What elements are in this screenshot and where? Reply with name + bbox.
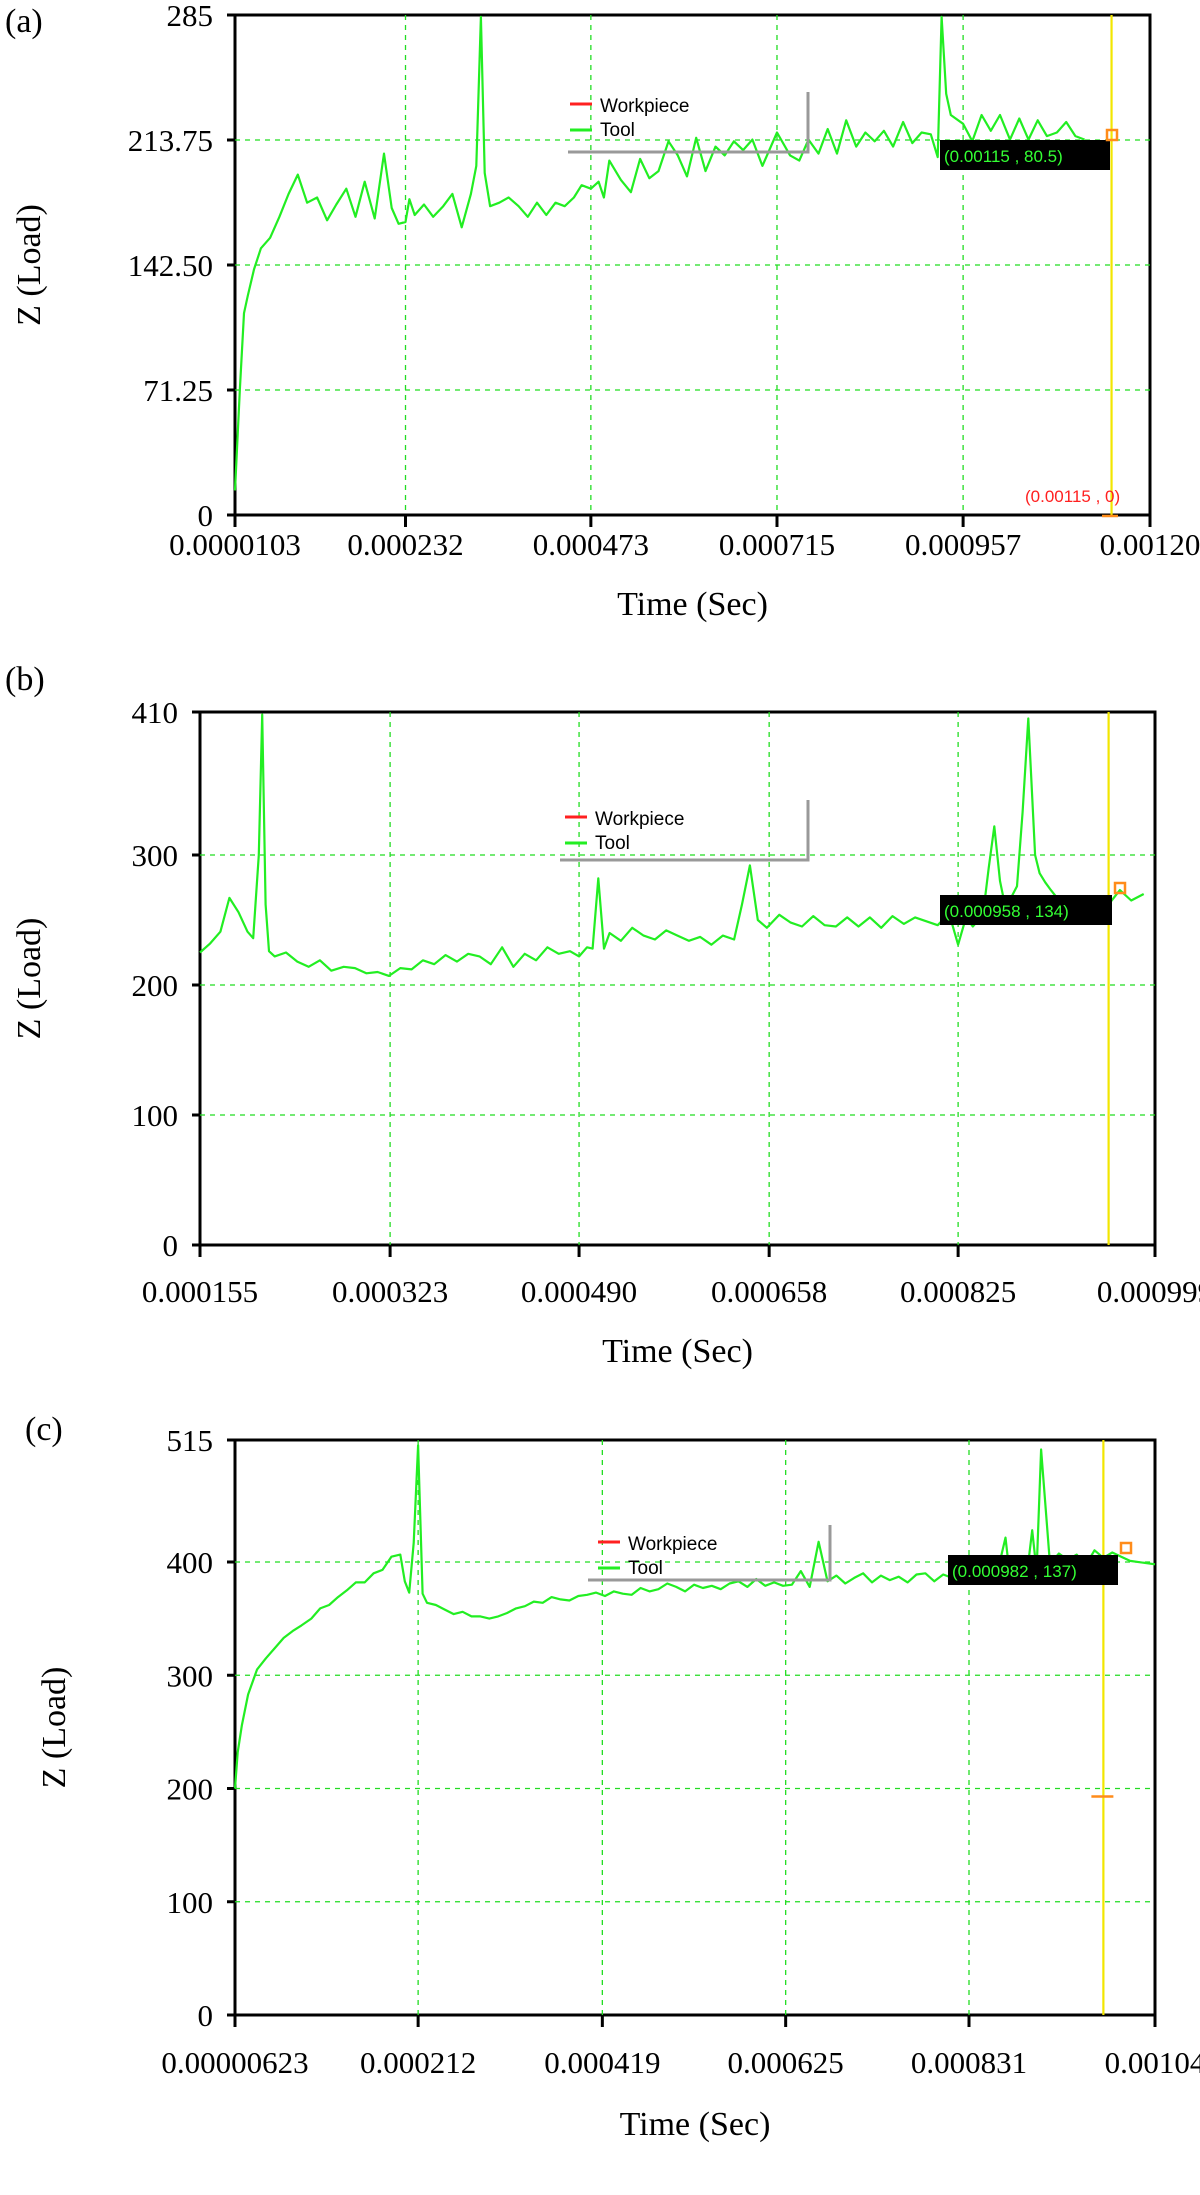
plot-frame-c	[233, 1438, 1157, 2017]
y-tick-label-b-4: 410	[132, 695, 179, 730]
legend-label-workpiece-c: Workpiece	[628, 1534, 717, 1555]
cursor-marker-b[interactable]	[1113, 881, 1127, 895]
x-tick-label-b-1: 0.000323	[332, 1274, 448, 1309]
y-tick-label-a-4: 285	[167, 0, 214, 33]
x-tick-label-c-1: 0.000212	[360, 2045, 476, 2080]
x-tick-label-b-2: 0.000490	[521, 1274, 637, 1309]
x-tick-label-c-2: 0.000419	[544, 2045, 660, 2080]
plot-frame-b	[198, 710, 1157, 1247]
readout-text-a: (0.00115 , 80.5)	[944, 147, 1063, 166]
chart-panel-b: (b) 0.000155 0.000323 0.000490 0.000658 0.000…	[5, 661, 1200, 1370]
x-tick-label-a-4: 0.000957	[905, 527, 1021, 562]
panel-label-c: (c)	[25, 1411, 63, 1448]
legend-label-workpiece-a: Workpiece	[600, 96, 689, 117]
legend-label-tool-b: Tool	[595, 833, 630, 854]
x-tick-label-a-3: 0.000715	[719, 527, 835, 562]
legend-frame-b	[560, 800, 810, 862]
chart-panel-a: (a) 0.0000103 0.000232 0.000473 0.000715 0.00…	[5, 0, 1200, 623]
x-tick-label-c-5: 0.00104	[1105, 2045, 1200, 2080]
y-tick-label-b-3: 300	[132, 838, 179, 873]
x-axis-label-b: Time (Sec)	[602, 1333, 753, 1370]
cursor-marker-a[interactable]	[1105, 128, 1119, 142]
series-line-c-tool	[233, 1444, 1156, 1789]
readout-box-a	[940, 140, 1110, 170]
legend-frame-a	[568, 92, 810, 154]
x-axis-label-c: Time (Sec)	[620, 2106, 771, 2143]
y-tick-label-c-1: 100	[167, 1885, 214, 1920]
x-tick-label-b-0: 0.000155	[142, 1274, 258, 1309]
y-tick-label-a-2: 142.50	[128, 248, 213, 283]
x-tick-label-c-3: 0.000625	[728, 2045, 844, 2080]
y-tick-label-c-0: 0	[198, 1998, 214, 2033]
panel-label-a: (a)	[5, 3, 43, 40]
legend-frame-c	[588, 1525, 832, 1582]
y-axis-label-a: Z (Load)	[11, 204, 48, 326]
x-tick-label-a-2: 0.000473	[533, 527, 649, 562]
chart-panel-c: (c) 0.00000623 0.000212 0.000419 0.000625 0.0…	[25, 1411, 1200, 2143]
readout-text-c: (0.000982 , 137)	[952, 1562, 1077, 1581]
cursor-marker-c[interactable]	[1119, 1541, 1133, 1555]
y-tick-label-c-3: 300	[167, 1658, 214, 1693]
y-tick-label-a-1: 71.25	[143, 373, 213, 408]
legend-label-workpiece-b: Workpiece	[595, 809, 684, 830]
y-tick-label-a-0: 0	[198, 498, 214, 533]
x-tick-label-b-5: 0.000999	[1097, 1274, 1200, 1309]
x-tick-label-b-3: 0.000658	[711, 1274, 827, 1309]
x-tick-label-a-0: 0.0000103	[169, 527, 301, 562]
y-tick-label-c-2: 200	[167, 1772, 214, 1807]
y-tick-label-b-0: 0	[163, 1228, 179, 1263]
series-line-b-tool	[199, 713, 1145, 978]
y-tick-label-a-3: 213.75	[128, 123, 213, 158]
x-tick-label-a-1: 0.000232	[347, 527, 463, 562]
readout-box-b	[940, 895, 1112, 925]
zero-readout-text-a: (0.00115 , 0)	[1025, 487, 1120, 506]
panel-label-b: (b)	[5, 661, 45, 698]
y-tick-label-c-4: 400	[167, 1545, 214, 1580]
y-tick-label-c-5: 515	[167, 1423, 214, 1458]
x-tick-label-c-4: 0.000831	[911, 2045, 1027, 2080]
x-axis-label-a: Time (Sec)	[617, 586, 768, 623]
readout-box-c	[948, 1555, 1118, 1585]
x-tick-label-a-5: 0.00120	[1100, 527, 1200, 562]
plot-frame-a	[233, 13, 1152, 517]
x-tick-label-b-4: 0.000825	[900, 1274, 1016, 1309]
y-axis-label-c: Z (Load)	[36, 1667, 73, 1789]
x-tick-label-c-0: 0.00000623	[161, 2045, 308, 2080]
y-tick-label-b-1: 100	[132, 1098, 179, 1133]
y-tick-label-b-2: 200	[132, 968, 179, 1003]
legend-label-tool-c: Tool	[628, 1558, 663, 1579]
legend-label-tool-a: Tool	[600, 120, 635, 141]
series-line-a-tool	[233, 15, 1085, 491]
y-axis-label-b: Z (Load)	[11, 918, 48, 1040]
readout-text-b: (0.000958 , 134)	[944, 902, 1069, 921]
